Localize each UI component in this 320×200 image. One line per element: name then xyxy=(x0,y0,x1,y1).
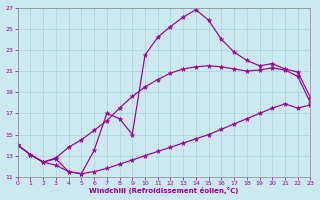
X-axis label: Windchill (Refroidissement éolien,°C): Windchill (Refroidissement éolien,°C) xyxy=(89,187,239,194)
